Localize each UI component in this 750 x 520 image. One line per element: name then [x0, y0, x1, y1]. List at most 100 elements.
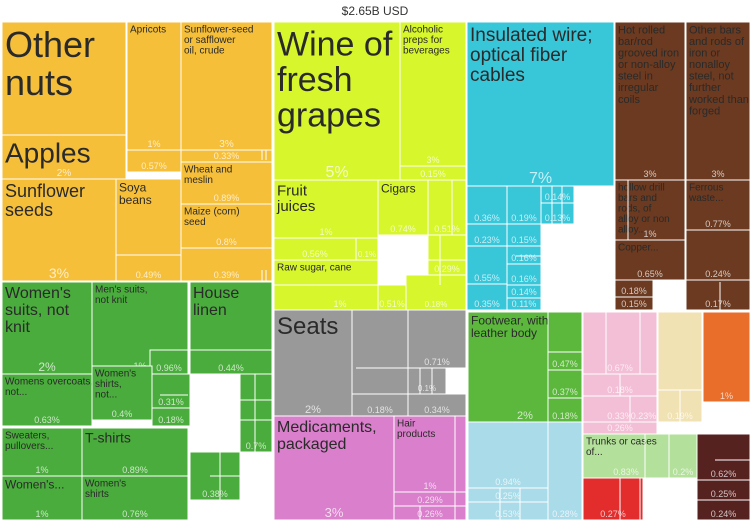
- tile-percent: 0.36%: [474, 213, 500, 223]
- tile-percent: 5%: [325, 164, 348, 181]
- tile-percent: 0.29%: [417, 495, 443, 505]
- tile-label: Women's shirts: [85, 479, 126, 501]
- tile-rect: [696, 499, 750, 520]
- tile-label: Sunflower seeds: [5, 181, 85, 220]
- tile-percent: 0.15%: [511, 235, 537, 245]
- treemap-tile: 0.25%: [696, 479, 750, 501]
- tile-rect: [547, 397, 583, 423]
- tile-rect: [582, 477, 644, 520]
- treemap-tile: 0.37%: [547, 369, 583, 399]
- treemap-tile: Hair products 1%: [393, 415, 467, 493]
- tile-label: Sunflower-seed or safflower oil, crude: [184, 25, 253, 57]
- tile-rect: [1, 373, 93, 427]
- tile-rect: [668, 433, 698, 479]
- tile-rect: [582, 433, 670, 479]
- tile-rect: [427, 179, 467, 236]
- tile-rect: [506, 297, 542, 311]
- treemap-tile: Other bars and rods of iron or nonalloy stee…: [685, 21, 750, 181]
- tile-percent: 0.28%: [552, 509, 578, 519]
- tile-rect: [180, 21, 273, 151]
- tile-label: Women's...: [5, 477, 64, 491]
- tile-percent: 0.76%: [122, 509, 148, 519]
- tile-percent: 0.24%: [705, 269, 731, 279]
- treemap-tile: 0.29%: [427, 234, 467, 276]
- treemap-tile: 0.1%: [355, 237, 379, 261]
- treemap-tile: 0.26%: [582, 421, 658, 435]
- treemap-tile: 0.11%: [506, 297, 542, 311]
- tile-percent: 0.19%: [511, 213, 537, 223]
- treemap-tile: Seats 2%: [273, 309, 353, 417]
- tile-rect: [273, 415, 395, 520]
- tile-percent: 0.35%: [474, 299, 500, 309]
- tile-percent: 0.25%: [711, 489, 737, 499]
- treemap-tile: Wheat and meslin 0.89%: [180, 161, 273, 205]
- tile-percent: 3%: [219, 139, 234, 150]
- tile-percent: 7%: [529, 170, 552, 187]
- tile-percent: 1%: [35, 509, 48, 519]
- tile-label: Wine of fresh grapes: [277, 25, 393, 134]
- treemap-tile: hollow drill bars and rods, of alloy or non…: [614, 179, 686, 241]
- tile-percent: 0.55%: [474, 273, 500, 283]
- treemap-tile: Women's suits, not knit 2%: [1, 281, 93, 375]
- tile-percent: 0.13%: [545, 213, 571, 223]
- tile-percent: 0.14%: [545, 192, 571, 202]
- tile-rect: [466, 283, 508, 311]
- treemap-tile: 0.14%: [540, 185, 575, 204]
- tile-rect: [614, 239, 686, 281]
- tile-rect: [547, 311, 583, 371]
- tile-percent: 1%: [643, 229, 656, 239]
- treemap-tile: 0.31%: [151, 373, 191, 409]
- tile-rect: [466, 21, 615, 187]
- tile-percent: 0.18%: [621, 286, 647, 296]
- tile-percent: 0.83%: [613, 467, 639, 477]
- treemap-tile: 0.26%: [393, 505, 467, 520]
- tile-percent: 0.16%: [511, 274, 537, 284]
- treemap-tile: Women's shirts, not... 0.4%: [91, 365, 153, 421]
- tile-percent: 0.47%: [552, 359, 578, 369]
- treemap-tile: Alcoholic preps for beverages 3%: [399, 21, 467, 167]
- tile-percent: 0.14%: [511, 287, 537, 297]
- tile-percent: 0.29%: [434, 264, 460, 274]
- treemap-tile: 0.1%: [407, 367, 447, 395]
- tile-label: Trunks or cases of...: [586, 437, 657, 459]
- treemap-tile: 0.14%: [506, 284, 542, 299]
- tile-percent: 0.39%: [214, 270, 240, 280]
- tile-label: hollow drill bars and rods, of alloy or non…: [618, 183, 670, 236]
- tile-label: Womens overcoats, not...: [5, 377, 93, 399]
- tile-label: Wheat and meslin: [184, 165, 232, 187]
- tile-percent: 0.18%: [367, 405, 393, 415]
- tile-percent: 1%: [147, 139, 160, 149]
- tile-rect: [239, 373, 273, 453]
- tile-label: House linen: [193, 285, 239, 319]
- tile-percent: 0.53%: [495, 509, 521, 519]
- treemap-tile: 0.16%: [506, 263, 542, 286]
- tile-percent: 1%: [423, 481, 436, 491]
- tile-percent: 0.38%: [202, 489, 228, 499]
- tile-label: Women's shirts, not...: [95, 369, 136, 401]
- tile-percent: 0.23%: [631, 411, 657, 421]
- tile-rect: [547, 421, 583, 520]
- tile-label: Women's suits, not knit: [5, 285, 71, 336]
- tile-percent: 0.74%: [390, 224, 416, 234]
- treemap-tile: 0.56%: [273, 237, 357, 261]
- treemap-tile: 0.18%: [547, 397, 583, 423]
- treemap-tile: Maize (corn) seed 0.8%: [180, 203, 273, 249]
- tile-percent: 0.18%: [158, 415, 184, 425]
- treemap-tile: Hot rolled bar/rod grooved iron or non-allo…: [614, 21, 686, 181]
- tile-rect: [273, 21, 401, 181]
- treemap-tile: 0.18%: [351, 393, 409, 417]
- tile-percent: 0.18%: [552, 411, 578, 421]
- treemap-tile: 1%: [702, 311, 750, 403]
- tile-rect: [629, 395, 658, 423]
- treemap-tile: 0.35%: [466, 283, 508, 311]
- tile-percent: 0.11%: [512, 299, 537, 309]
- tile-label: Cigars: [381, 181, 416, 195]
- tile-percent: 0.33%: [607, 411, 633, 421]
- tile-label: Other nuts: [5, 24, 95, 103]
- tile-percent: 0.65%: [637, 269, 663, 279]
- treemap-tile: Sweaters, pullovers... 1%: [1, 427, 83, 477]
- treemap-tile: 0.24%: [696, 499, 750, 520]
- treemap-tile: 0.33%: [180, 149, 273, 163]
- tile-percent: 0.24%: [711, 509, 737, 519]
- treemap-tile: 0.67%: [582, 311, 658, 375]
